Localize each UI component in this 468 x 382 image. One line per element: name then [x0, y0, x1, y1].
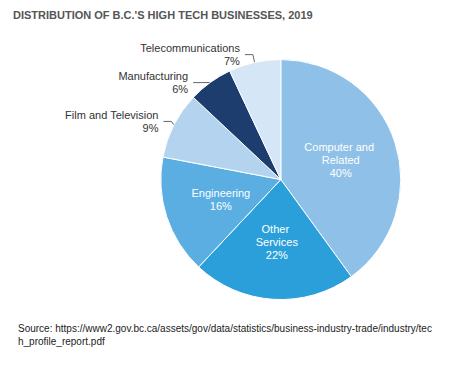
svg-text:DISTRIBUTION OF B.C.'S HIGH TE: DISTRIBUTION OF B.C.'S HIGH TECH BUSINES…: [13, 9, 313, 21]
svg-text:Services: Services: [256, 236, 299, 248]
svg-text:Engineering: Engineering: [192, 187, 251, 199]
svg-text:6%: 6%: [172, 83, 188, 95]
svg-text:Manufacturing: Manufacturing: [118, 70, 188, 82]
svg-text:40%: 40%: [330, 167, 352, 179]
svg-text:Related: Related: [322, 154, 360, 166]
svg-text:Other: Other: [262, 223, 293, 235]
svg-text:9%: 9%: [143, 122, 159, 134]
svg-text:22%: 22%: [266, 249, 288, 261]
svg-text:h_profile_report.pdf: h_profile_report.pdf: [18, 336, 105, 347]
svg-text:Computer and: Computer and: [304, 141, 377, 153]
svg-text:Telecommunications: Telecommunications: [140, 42, 240, 54]
svg-text:16%: 16%: [210, 200, 232, 212]
svg-text:7%: 7%: [224, 55, 240, 67]
svg-text:Film and Television: Film and Television: [65, 109, 158, 121]
svg-text:Source: https://www2.gov.bc.ca: Source: https://www2.gov.bc.ca/assets/go…: [18, 323, 432, 334]
